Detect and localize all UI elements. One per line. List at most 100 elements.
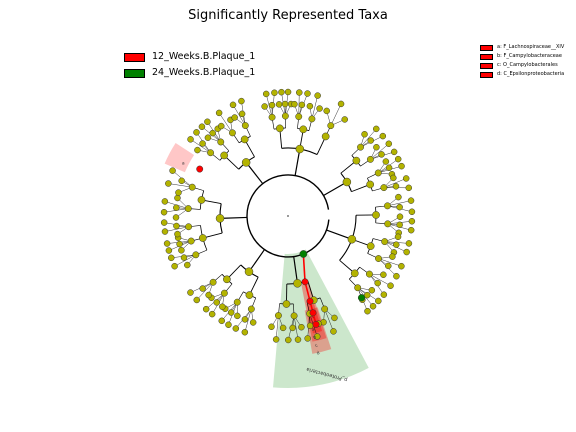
leaf-node bbox=[296, 89, 303, 96]
leaf-node bbox=[268, 323, 275, 331]
leaf-node bbox=[268, 101, 276, 109]
leaf-node bbox=[380, 271, 387, 278]
leaf-edge bbox=[383, 178, 407, 188]
leaf-node bbox=[174, 230, 181, 238]
phylum-edge bbox=[245, 162, 264, 185]
class-node bbox=[223, 275, 231, 284]
leaf-node bbox=[407, 197, 415, 204]
order-node bbox=[374, 169, 382, 177]
leaf-node bbox=[180, 254, 188, 261]
leaf-node bbox=[330, 328, 337, 335]
leaf-node bbox=[361, 131, 368, 138]
leaf-node bbox=[174, 194, 181, 202]
order-node bbox=[321, 305, 329, 313]
legend-label-24-weeks: 24_Weeks.B.Plaque_1 bbox=[152, 67, 256, 78]
clade-letter-a-label: a bbox=[182, 161, 185, 166]
order-node bbox=[185, 223, 193, 231]
legend-label-12-weeks: 12_Weeks.B.Plaque_1 bbox=[152, 51, 256, 62]
order-node bbox=[274, 312, 282, 319]
leaf-node bbox=[279, 324, 287, 332]
phylum-node bbox=[215, 214, 225, 223]
leaf-node bbox=[161, 228, 169, 235]
leaf-node bbox=[396, 221, 403, 229]
leaf-node bbox=[231, 114, 238, 121]
leaf-node bbox=[176, 240, 183, 248]
biomarker-node-green bbox=[299, 250, 308, 258]
leaf-node bbox=[304, 90, 311, 97]
clade-letter-b: b bbox=[312, 334, 318, 341]
leaf-edge bbox=[378, 258, 402, 267]
order-node bbox=[268, 113, 276, 121]
leaf-node bbox=[385, 164, 393, 172]
biomarker-swatch-d bbox=[480, 72, 493, 78]
biomarker-node-red bbox=[309, 309, 317, 317]
leaf-node bbox=[407, 226, 415, 234]
tree-nodes bbox=[160, 88, 416, 344]
biomarker-swatch-b bbox=[480, 54, 493, 60]
order-node bbox=[187, 237, 195, 245]
leaf-node bbox=[380, 291, 388, 298]
order-node bbox=[247, 305, 255, 313]
leaf-node bbox=[394, 233, 402, 241]
leaf-node bbox=[278, 88, 285, 96]
leaf-node bbox=[337, 100, 345, 108]
leaf-edge bbox=[218, 112, 233, 133]
leaf-edge bbox=[311, 95, 318, 119]
leaf-node bbox=[161, 198, 169, 205]
leaf-node bbox=[331, 314, 338, 322]
leaf-node bbox=[385, 262, 392, 270]
order-node bbox=[381, 238, 389, 246]
leaf-node bbox=[363, 291, 371, 299]
leaf-node bbox=[405, 184, 413, 192]
order-node bbox=[327, 122, 335, 130]
leaf-node bbox=[398, 162, 405, 170]
biomarker-label-a: a: F_Lachnospiraceae__XIV bbox=[497, 44, 565, 50]
leaf-node bbox=[261, 103, 268, 110]
clade-letter-c: c bbox=[314, 343, 319, 349]
leaf-node bbox=[199, 285, 206, 292]
leaf-node bbox=[172, 214, 180, 221]
leaf-node bbox=[408, 218, 416, 225]
leaf-node bbox=[367, 137, 374, 144]
leaf-node bbox=[215, 109, 223, 117]
leaf-node bbox=[163, 240, 171, 247]
root-arc bbox=[246, 174, 330, 258]
class-node bbox=[275, 124, 284, 133]
order-node bbox=[228, 129, 236, 137]
leaf-node bbox=[390, 174, 397, 182]
leaf-node bbox=[199, 140, 206, 147]
chart-title: Significantly Represented Taxa bbox=[188, 8, 388, 23]
biomarker-node-red bbox=[312, 320, 320, 328]
leaf-node bbox=[204, 134, 212, 141]
leaf-node bbox=[173, 204, 180, 211]
leaf-node bbox=[168, 254, 175, 262]
order-node bbox=[384, 202, 391, 210]
class-node bbox=[245, 291, 254, 299]
leaf-node bbox=[390, 148, 398, 156]
clade-letter-a: a bbox=[311, 327, 316, 333]
leaf-edge bbox=[369, 273, 391, 286]
leaf-node bbox=[218, 317, 225, 325]
leaf-node bbox=[405, 240, 413, 247]
leaf-node bbox=[187, 289, 194, 296]
order-node bbox=[217, 138, 225, 146]
leaf-node bbox=[304, 335, 311, 342]
phylum-node bbox=[244, 267, 254, 276]
order-node bbox=[380, 184, 388, 192]
legend-swatch-24-weeks bbox=[124, 69, 145, 78]
order-node bbox=[308, 115, 316, 123]
leaf-node bbox=[408, 208, 416, 216]
leaf-edge bbox=[196, 282, 214, 301]
clade-letter-d: d bbox=[316, 350, 322, 357]
leaf-node bbox=[165, 247, 173, 254]
leaf-node bbox=[208, 310, 216, 318]
leaf-edge bbox=[168, 183, 193, 188]
order-node bbox=[207, 149, 215, 157]
class-node bbox=[282, 300, 291, 308]
leaf-node bbox=[393, 272, 400, 280]
leaf-edge bbox=[244, 308, 252, 333]
leaf-node bbox=[403, 248, 410, 256]
class-node bbox=[198, 234, 207, 242]
leaf-node bbox=[291, 100, 298, 108]
order-node bbox=[384, 220, 392, 228]
